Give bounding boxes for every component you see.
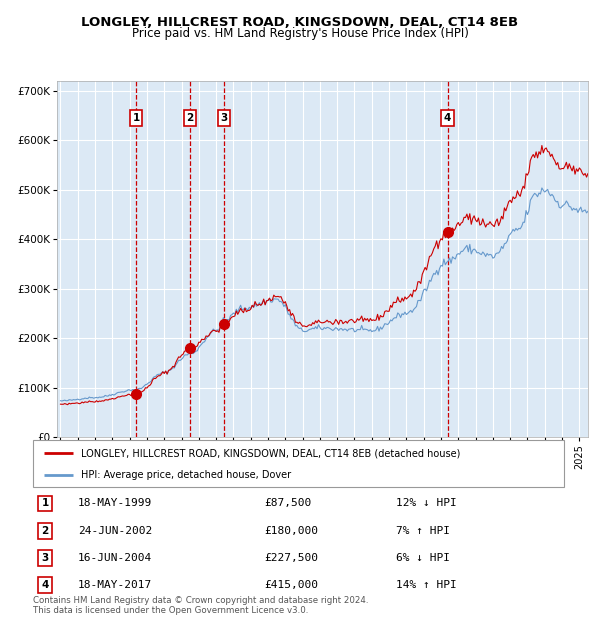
Text: 3: 3 [220,113,228,123]
Text: 12% ↓ HPI: 12% ↓ HPI [396,498,457,508]
Text: 1: 1 [41,498,49,508]
Text: £87,500: £87,500 [264,498,311,508]
Text: 1: 1 [133,113,140,123]
Text: 3: 3 [41,553,49,563]
Text: LONGLEY, HILLCREST ROAD, KINGSDOWN, DEAL, CT14 8EB: LONGLEY, HILLCREST ROAD, KINGSDOWN, DEAL… [82,16,518,29]
Text: 4: 4 [444,113,451,123]
Text: Price paid vs. HM Land Registry's House Price Index (HPI): Price paid vs. HM Land Registry's House … [131,27,469,40]
Text: 14% ↑ HPI: 14% ↑ HPI [396,580,457,590]
Text: £227,500: £227,500 [264,553,318,563]
Text: 7% ↑ HPI: 7% ↑ HPI [396,526,450,536]
Text: 2: 2 [41,526,49,536]
Text: 18-MAY-2017: 18-MAY-2017 [78,580,152,590]
Text: 16-JUN-2004: 16-JUN-2004 [78,553,152,563]
Text: £180,000: £180,000 [264,526,318,536]
Text: 4: 4 [41,580,49,590]
Text: LONGLEY, HILLCREST ROAD, KINGSDOWN, DEAL, CT14 8EB (detached house): LONGLEY, HILLCREST ROAD, KINGSDOWN, DEAL… [81,448,460,458]
Text: 18-MAY-1999: 18-MAY-1999 [78,498,152,508]
Text: HPI: Average price, detached house, Dover: HPI: Average price, detached house, Dove… [81,470,291,480]
Text: 2: 2 [186,113,193,123]
Text: £415,000: £415,000 [264,580,318,590]
Text: Contains HM Land Registry data © Crown copyright and database right 2024.
This d: Contains HM Land Registry data © Crown c… [33,596,368,615]
Text: 24-JUN-2002: 24-JUN-2002 [78,526,152,536]
Text: 6% ↓ HPI: 6% ↓ HPI [396,553,450,563]
